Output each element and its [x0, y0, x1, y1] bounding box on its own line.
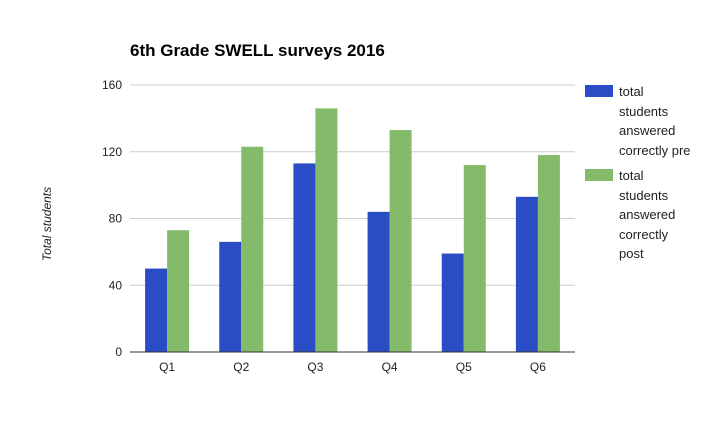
bar-q5-post [463, 165, 486, 352]
x-tick-label-q5: Q5 [456, 360, 472, 374]
bar-q2-pre [219, 241, 242, 352]
legend-label-post: total students answered correctly post [619, 168, 676, 261]
y-tick-label: 120 [102, 145, 122, 159]
x-tick-label-q3: Q3 [307, 360, 323, 374]
legend-item-post: total students answered correctly post [585, 166, 695, 264]
x-tick-label-q6: Q6 [530, 360, 546, 374]
x-tick-label-q4: Q4 [382, 360, 398, 374]
bar-q1-pre [145, 268, 168, 352]
bar-q5-pre [441, 253, 464, 352]
legend: total students answered correctly pre to… [585, 82, 695, 270]
y-tick-labels: 0 40 80 120 160 [102, 78, 122, 359]
bars [145, 108, 560, 352]
bar-q4-post [389, 130, 412, 352]
bar-q6-pre [515, 196, 538, 352]
legend-swatch-pre [585, 85, 613, 97]
gridlines [130, 84, 575, 286]
bar-q6-post [537, 155, 560, 352]
y-tick-label: 80 [109, 212, 123, 226]
chart-title: 6th Grade SWELL surveys 2016 [130, 41, 385, 60]
x-tick-labels: Q1 Q2 Q3 Q4 Q5 Q6 [159, 360, 546, 374]
bar-q3-pre [293, 163, 316, 352]
bar-q1-post [167, 230, 190, 352]
y-tick-label: 0 [115, 345, 122, 359]
y-tick-label: 160 [102, 78, 122, 92]
bar-q2-post [241, 146, 264, 352]
legend-label-pre: total students answered correctly pre [619, 84, 691, 158]
y-tick-label: 40 [109, 278, 123, 292]
bar-q3-post [315, 108, 338, 352]
legend-item-pre: total students answered correctly pre [585, 82, 695, 160]
x-tick-label-q1: Q1 [159, 360, 175, 374]
bar-q4-pre [367, 211, 390, 352]
y-axis-label: Total students [40, 187, 54, 261]
legend-swatch-post [585, 169, 613, 181]
x-tick-label-q2: Q2 [233, 360, 249, 374]
